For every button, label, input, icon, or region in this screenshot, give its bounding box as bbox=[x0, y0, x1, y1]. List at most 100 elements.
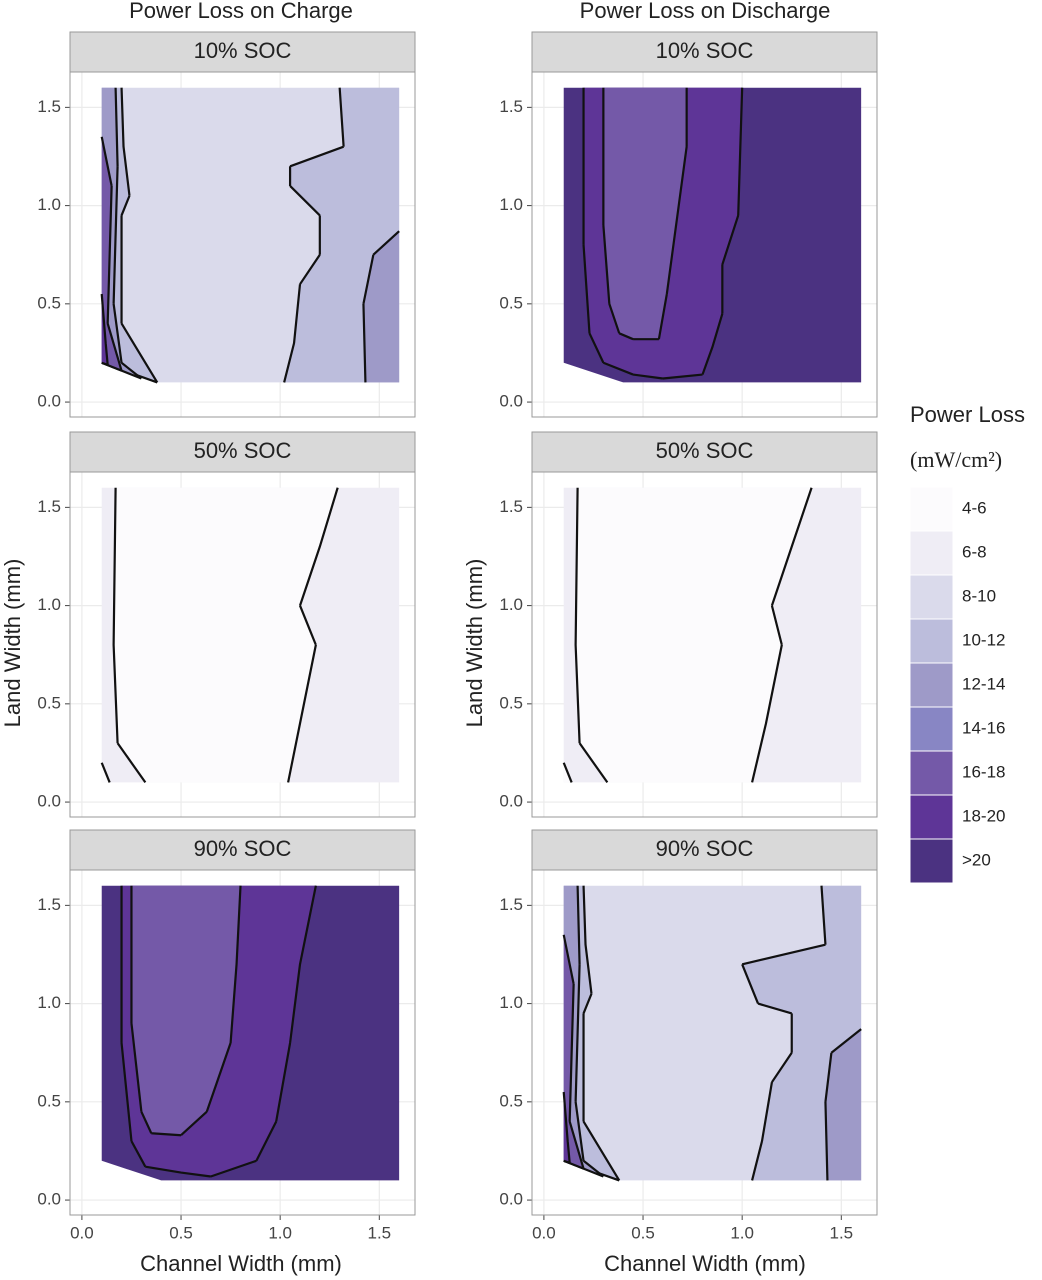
contour-region bbox=[563, 934, 584, 1169]
y-tick-label: 0.5 bbox=[499, 293, 523, 312]
y-tick-label: 1.5 bbox=[499, 497, 523, 516]
contour-line bbox=[130, 885, 242, 1137]
legend-key bbox=[909, 662, 954, 708]
legend-key bbox=[909, 794, 954, 840]
contour-region bbox=[113, 487, 338, 783]
y-tick-label: 0.0 bbox=[499, 792, 523, 811]
contour-region bbox=[575, 487, 812, 783]
legend-label: 18-20 bbox=[962, 806, 1005, 825]
plot-border bbox=[531, 71, 878, 418]
contour-region bbox=[101, 87, 142, 379]
x-tick-label: 1.5 bbox=[829, 1223, 853, 1242]
column-title: Power Loss on Charge bbox=[129, 0, 353, 23]
strip-title: 50% SOC bbox=[656, 438, 754, 463]
legend-label: 8-10 bbox=[962, 586, 996, 605]
contour-line bbox=[574, 487, 813, 784]
y-axis-title: Land Width (mm) bbox=[462, 559, 487, 728]
legend-label: 4-6 bbox=[962, 498, 987, 517]
legend-key bbox=[909, 706, 954, 752]
strip bbox=[531, 829, 878, 871]
strip-title: 90% SOC bbox=[656, 836, 754, 861]
x-tick-label: 0.5 bbox=[631, 1223, 655, 1242]
strip bbox=[69, 31, 416, 73]
column-title: Power Loss on Discharge bbox=[580, 0, 831, 23]
y-tick-label: 0.5 bbox=[499, 1091, 523, 1110]
x-tick-label: 0.5 bbox=[169, 1223, 193, 1242]
contour-line bbox=[362, 230, 400, 383]
x-axis-title: Channel Width (mm) bbox=[140, 1251, 342, 1276]
x-tick-label: 1.0 bbox=[268, 1223, 292, 1242]
strip-title: 10% SOC bbox=[194, 38, 292, 63]
legend-key bbox=[909, 574, 954, 620]
contour-line bbox=[100, 293, 109, 366]
contour-region bbox=[563, 885, 604, 1177]
plot-border bbox=[69, 869, 416, 1216]
x-tick-label: 0.0 bbox=[532, 1223, 556, 1242]
contour-line bbox=[824, 1028, 862, 1181]
legend-title: Power Loss bbox=[910, 402, 1025, 427]
x-axis-title: Channel Width (mm) bbox=[604, 1251, 806, 1276]
contour-line bbox=[741, 885, 827, 1181]
y-tick-label: 0.5 bbox=[499, 693, 523, 712]
strip-title: 50% SOC bbox=[194, 438, 292, 463]
y-tick-label: 1.5 bbox=[499, 895, 523, 914]
legend-label: 6-8 bbox=[962, 542, 987, 561]
legend-key bbox=[909, 838, 954, 884]
contour-region bbox=[825, 1029, 862, 1181]
strip bbox=[69, 431, 416, 473]
x-tick-label: 1.5 bbox=[367, 1223, 391, 1242]
legend-label: 14-16 bbox=[962, 718, 1005, 737]
legend-key bbox=[909, 750, 954, 796]
y-tick-label: 1.0 bbox=[37, 595, 61, 614]
plot-border bbox=[69, 471, 416, 818]
contour-line bbox=[120, 885, 317, 1178]
strip bbox=[531, 431, 878, 473]
y-tick-label: 1.0 bbox=[37, 993, 61, 1012]
contour-line bbox=[101, 87, 143, 380]
contour-line bbox=[563, 885, 621, 1182]
contour-region bbox=[363, 231, 400, 383]
y-tick-label: 1.5 bbox=[37, 895, 61, 914]
y-tick-label: 1.0 bbox=[499, 595, 523, 614]
contour-region bbox=[101, 294, 108, 365]
contour-line bbox=[101, 87, 159, 384]
contour-line bbox=[283, 87, 345, 383]
legend-key bbox=[909, 618, 954, 664]
plot-border bbox=[531, 471, 878, 818]
legend-label: 12-14 bbox=[962, 674, 1005, 693]
y-tick-label: 1.0 bbox=[499, 195, 523, 214]
contour-line bbox=[563, 885, 605, 1178]
contour-line bbox=[562, 1091, 571, 1164]
y-tick-label: 0.0 bbox=[37, 392, 61, 411]
y-tick-label: 1.5 bbox=[499, 97, 523, 116]
contour-line bbox=[602, 87, 688, 341]
contour-line bbox=[100, 762, 111, 783]
legend-key bbox=[909, 486, 954, 532]
strip-title: 10% SOC bbox=[656, 38, 754, 63]
legend-key bbox=[909, 530, 954, 576]
contour-line bbox=[112, 487, 339, 784]
legend-label: 10-12 bbox=[962, 630, 1005, 649]
plot-border bbox=[69, 71, 416, 418]
legend-label: >20 bbox=[962, 850, 991, 869]
x-tick-label: 0.0 bbox=[70, 1223, 94, 1242]
plot-border bbox=[531, 869, 878, 1216]
contour-region bbox=[101, 136, 122, 371]
legend-unit: (mW/cm²) bbox=[910, 447, 1002, 472]
y-tick-label: 1.0 bbox=[499, 993, 523, 1012]
y-tick-label: 0.5 bbox=[37, 693, 61, 712]
contour-line bbox=[100, 136, 123, 372]
strip bbox=[69, 829, 416, 871]
y-tick-label: 0.5 bbox=[37, 293, 61, 312]
legend-label: 16-18 bbox=[962, 762, 1005, 781]
contour-line bbox=[582, 87, 744, 380]
y-axis-title: Land Width (mm) bbox=[0, 559, 25, 728]
y-tick-label: 0.0 bbox=[37, 1190, 61, 1209]
contour-region bbox=[603, 87, 687, 340]
y-tick-label: 0.0 bbox=[499, 1190, 523, 1209]
contour-region bbox=[563, 1092, 570, 1163]
contour-line bbox=[562, 934, 585, 1170]
contour-line bbox=[562, 762, 573, 783]
